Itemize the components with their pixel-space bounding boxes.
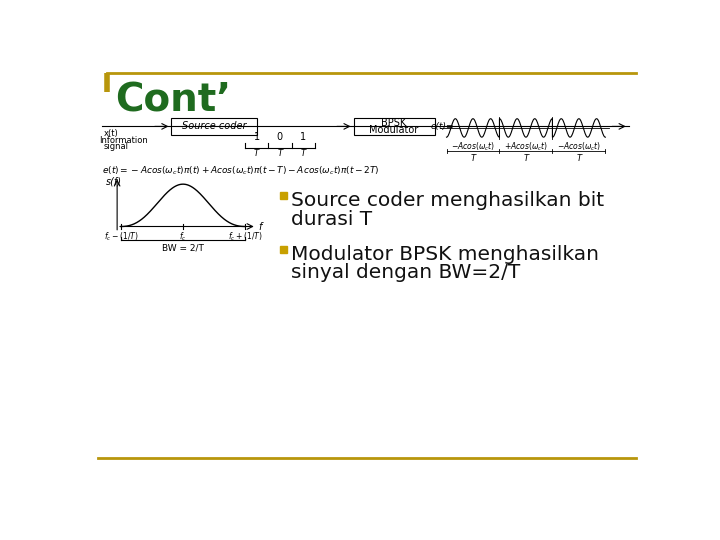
Text: signal: signal (104, 142, 129, 151)
Bar (171, 118, 256, 135)
Text: f: f (258, 221, 261, 232)
Text: $f_c+(1/T)$: $f_c+(1/T)$ (228, 231, 262, 243)
Bar (280, 192, 287, 199)
Text: Information: Information (99, 136, 148, 145)
Text: T: T (470, 154, 475, 163)
Text: 1: 1 (253, 132, 260, 142)
Text: T: T (277, 150, 282, 159)
Text: Modulator BPSK menghasilkan: Modulator BPSK menghasilkan (291, 245, 599, 264)
Text: Source coder: Source coder (181, 122, 246, 131)
Text: e(t)=: e(t)= (431, 122, 454, 131)
Text: 1: 1 (300, 132, 306, 142)
Text: s(f): s(f) (106, 177, 122, 186)
Text: Source coder menghasilkan bit: Source coder menghasilkan bit (291, 191, 604, 210)
Text: Cont’: Cont’ (114, 82, 231, 120)
Text: $-Acos(\omega_c t)$: $-Acos(\omega_c t)$ (451, 140, 495, 153)
Text: $f_c-(1/T)$: $f_c-(1/T)$ (104, 231, 138, 243)
Bar (280, 246, 287, 253)
Text: T: T (576, 154, 582, 163)
Text: T: T (523, 154, 528, 163)
Text: T: T (254, 150, 259, 159)
Text: $-Acos(\omega_c t)$: $-Acos(\omega_c t)$ (557, 140, 601, 153)
Text: durasi T: durasi T (291, 210, 372, 228)
Text: sinyal dengan BW=2/T: sinyal dengan BW=2/T (291, 264, 520, 282)
Text: x(t): x(t) (104, 130, 119, 138)
Text: $+Acos(\omega_c t)$: $+Acos(\omega_c t)$ (504, 140, 548, 153)
Text: T: T (300, 150, 306, 159)
Text: BPSK: BPSK (381, 118, 406, 127)
Text: 0: 0 (276, 132, 283, 142)
Bar (354, 118, 435, 135)
Text: $f_c$: $f_c$ (179, 231, 186, 243)
Text: BW = 2/T: BW = 2/T (162, 244, 204, 252)
Text: Modulator: Modulator (369, 125, 418, 135)
Text: $e(t) = -Acos(\omega_c t)\pi(t) + Acos(\omega_c t)\pi(t-T) - Acos(\omega_c t)\pi: $e(t) = -Acos(\omega_c t)\pi(t) + Acos(\… (102, 165, 379, 178)
